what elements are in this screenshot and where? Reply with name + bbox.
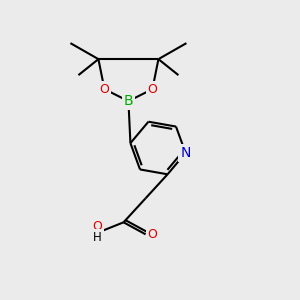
Text: O: O [148, 228, 158, 241]
Text: H: H [93, 231, 102, 244]
Text: O: O [148, 82, 158, 96]
Text: O: O [93, 220, 103, 233]
Text: N: N [180, 146, 191, 160]
Text: B: B [124, 94, 133, 108]
Text: O: O [100, 82, 110, 96]
